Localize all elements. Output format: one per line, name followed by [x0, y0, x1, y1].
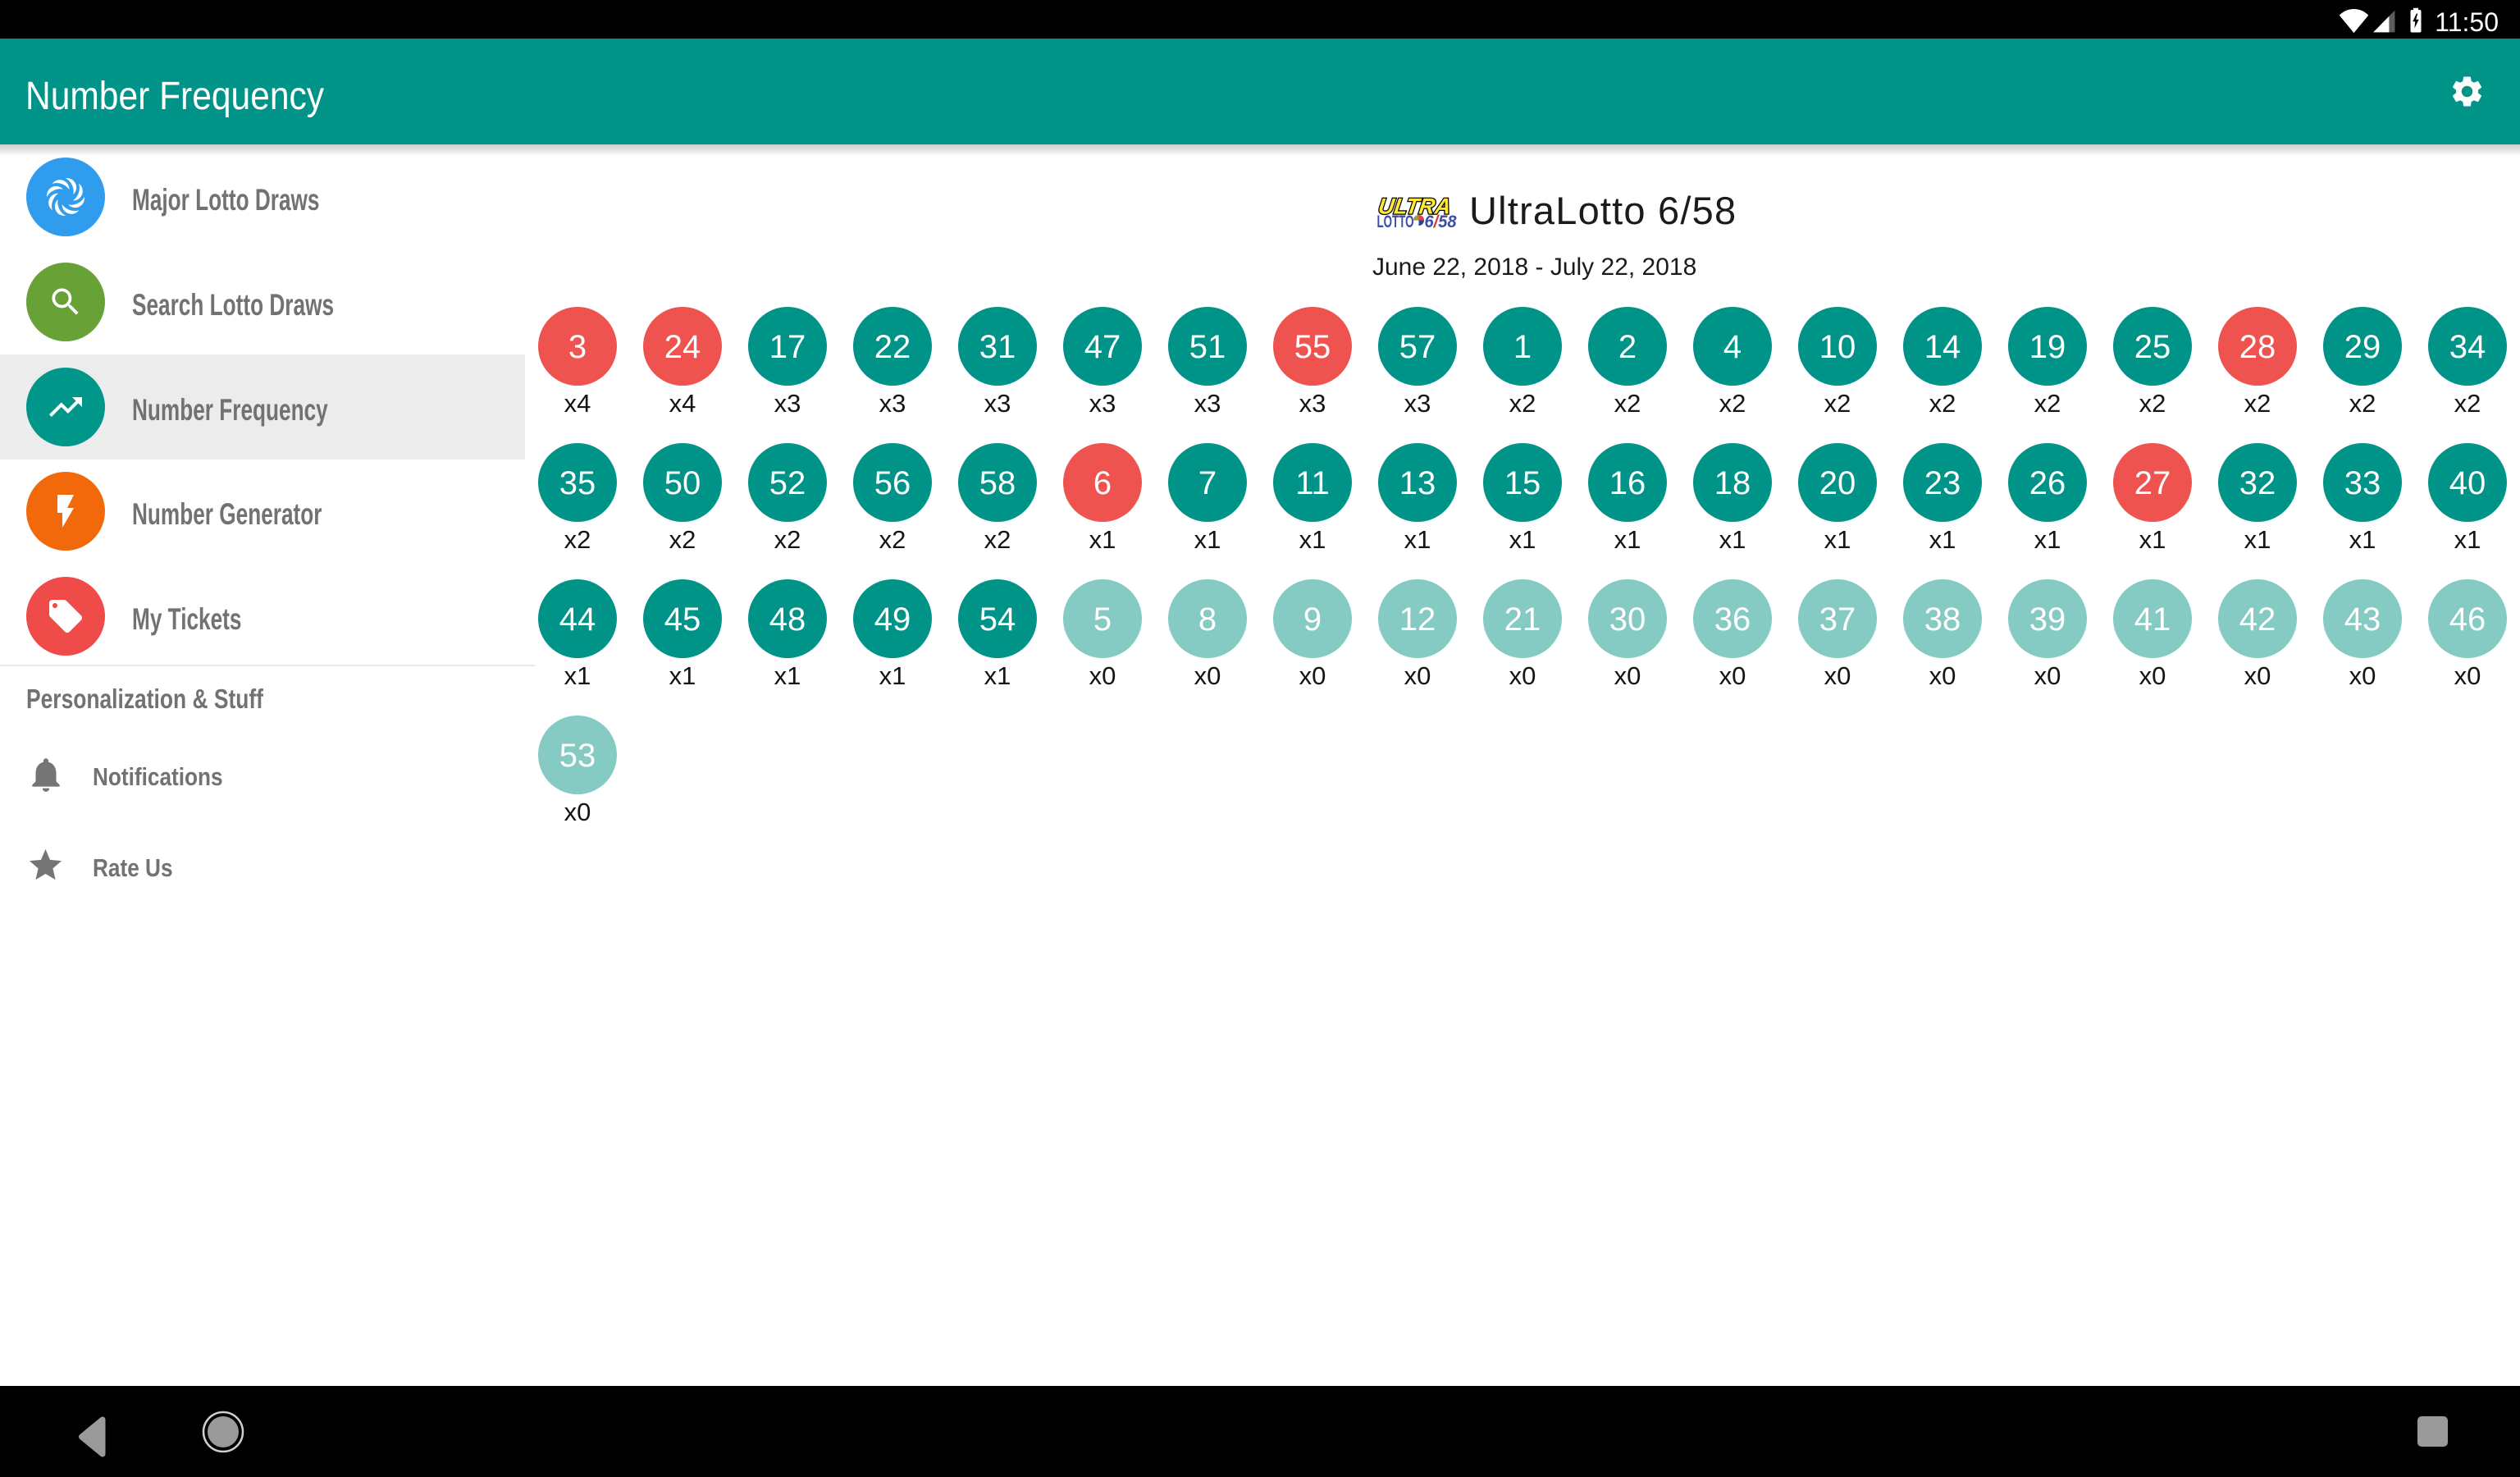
svg-text:ULTRA: ULTRA [1376, 194, 1452, 219]
svg-text:6/58: 6/58 [1425, 212, 1457, 229]
svg-text:LOTTO: LOTTO [1377, 212, 1414, 229]
